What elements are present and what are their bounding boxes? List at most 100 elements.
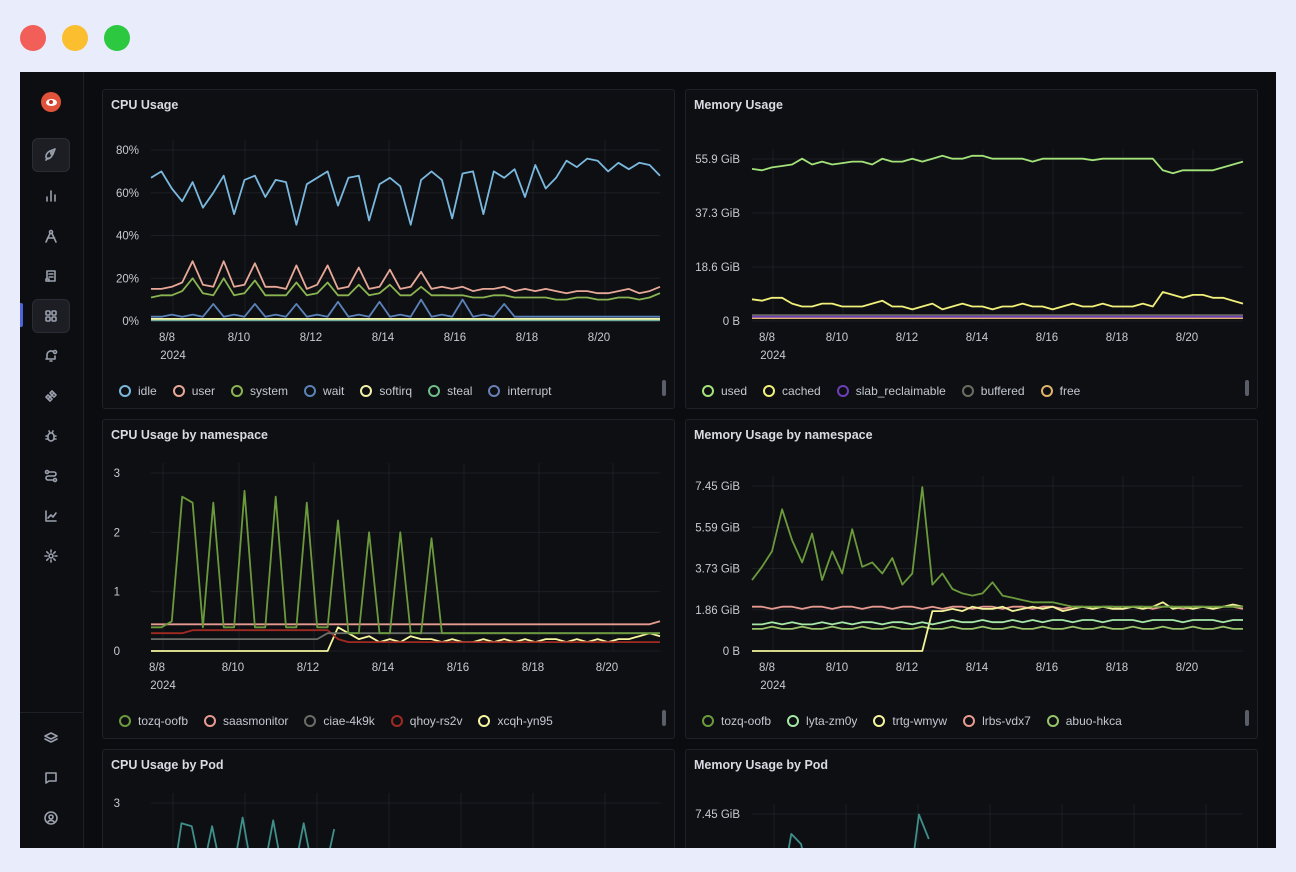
sidebar-item-scroll[interactable] bbox=[32, 259, 70, 293]
legend-item-cached[interactable]: cached bbox=[763, 384, 821, 398]
sidebar-item-bar-chart[interactable] bbox=[32, 179, 70, 213]
legend-label: xcqh-yn95 bbox=[497, 714, 553, 728]
x-tick-label: 8/14 bbox=[966, 332, 989, 344]
sidebar-item-alerts[interactable] bbox=[32, 339, 70, 373]
x-tick-label: 8/8 bbox=[759, 332, 775, 344]
legend-swatch bbox=[787, 715, 800, 727]
x-year-label: 2024 bbox=[150, 680, 176, 692]
x-tick-label: 8/12 bbox=[896, 662, 918, 674]
legend-item-saasmonitor[interactable]: saasmonitor bbox=[204, 714, 288, 728]
line-chart-icon bbox=[45, 510, 57, 522]
legend-item-lrbs-vdx7[interactable]: lrbs-vdx7 bbox=[963, 714, 1031, 728]
x-tick-label: 8/18 bbox=[1106, 332, 1128, 344]
panel-cpu-usage[interactable]: CPU Usage 0% 20% 40% 60% 80% 8/8 8/10 8/12 8/14 8… bbox=[102, 89, 675, 409]
y-tick-label: 20% bbox=[116, 273, 139, 285]
legend-item-xcqh-yn95[interactable]: xcqh-yn95 bbox=[478, 714, 553, 728]
series-line-pod bbox=[176, 816, 336, 848]
series-line-idle bbox=[150, 157, 661, 226]
legend-label: saasmonitor bbox=[223, 714, 289, 728]
x-tick-label: 8/12 bbox=[896, 332, 918, 344]
x-tick-label: 8/16 bbox=[1036, 662, 1058, 674]
legend-item-buffered[interactable]: buffered bbox=[961, 384, 1025, 398]
legend-item-ciae-4k9k[interactable]: ciae-4k9k bbox=[304, 714, 375, 728]
x-tick-label: 8/10 bbox=[826, 662, 848, 674]
sidebar-item-integrations[interactable] bbox=[32, 379, 70, 413]
legend-scrollbar[interactable] bbox=[662, 380, 666, 396]
legend-item-user[interactable]: user bbox=[172, 384, 215, 398]
x-tick-label: 8/18 bbox=[522, 662, 544, 674]
legend-item-abuo-hkca[interactable]: abuo-hkca bbox=[1046, 714, 1122, 728]
series-line-tozq-oofb bbox=[151, 489, 660, 635]
y-tick-label: 1.86 GiB bbox=[695, 605, 740, 617]
sidebar-item-settings[interactable] bbox=[32, 539, 70, 573]
legend-label: system bbox=[250, 384, 289, 398]
legend-item-wait[interactable]: wait bbox=[304, 384, 344, 398]
panel-memory-usage-by-namespace[interactable]: Memory Usage by namespace 0 B 1.86 GiB 3.7… bbox=[685, 419, 1258, 739]
panel-title: Memory Usage by Pod bbox=[694, 758, 829, 772]
legend-swatch bbox=[963, 715, 976, 727]
x-tick-label: 8/12 bbox=[300, 332, 322, 344]
panel-cpu-usage-by-pod[interactable]: CPU Usage by Pod 3 bbox=[102, 749, 675, 848]
y-tick-label: 37.3 GiB bbox=[695, 208, 740, 220]
close-window-button[interactable] bbox=[20, 25, 46, 51]
sidebar-item-metrics[interactable] bbox=[32, 499, 70, 533]
sidebar-item-feedback[interactable] bbox=[32, 761, 70, 795]
legend-scrollbar[interactable] bbox=[662, 710, 666, 726]
sidebar-item-pipelines[interactable] bbox=[32, 459, 70, 493]
legend-item-lyta-zm0y[interactable]: lyta-zm0y bbox=[787, 714, 857, 728]
legend-item-used[interactable]: used bbox=[702, 384, 747, 398]
legend-item-steal[interactable]: steal bbox=[428, 384, 472, 398]
legend-item-tozq-oofb[interactable]: tozq-oofb bbox=[702, 714, 771, 728]
legend-label: used bbox=[721, 384, 748, 398]
panel-title: CPU Usage by namespace bbox=[111, 428, 269, 442]
series-line-tozq-oofb bbox=[751, 486, 1243, 608]
sidebar-item-rocket[interactable] bbox=[32, 138, 70, 172]
sidebar-item-dashboards[interactable] bbox=[32, 299, 70, 333]
app-screen: CPU Usage 0% 20% 40% 60% 80% 8/8 8/10 8/12 8/14 8… bbox=[20, 72, 1276, 848]
panel-cpu-usage-by-namespace[interactable]: CPU Usage by namespace 0 1 2 3 8/8 8/10 8/12 8/… bbox=[102, 419, 675, 739]
y-tick-label: 2 bbox=[114, 527, 120, 539]
scroll-icon bbox=[45, 270, 56, 282]
maximize-window-button[interactable] bbox=[104, 25, 130, 51]
legend-label: cached bbox=[782, 384, 821, 398]
chart-legend: idle user system wait softirq steal interrupt bbox=[119, 384, 551, 398]
y-tick-label: 18.6 GiB bbox=[695, 262, 740, 274]
series-line-saasmonitor bbox=[151, 620, 661, 626]
minimize-window-button[interactable] bbox=[62, 25, 88, 51]
y-tick-label: 0 bbox=[114, 646, 120, 658]
panel-memory-usage-by-pod[interactable]: Memory Usage by Pod 7.45 GiB bbox=[685, 749, 1258, 848]
legend-item-tozq-oofb[interactable]: tozq-oofb bbox=[119, 714, 188, 728]
legend-item-free[interactable]: free bbox=[1040, 384, 1080, 398]
legend-scrollbar[interactable] bbox=[1245, 380, 1249, 396]
panel-memory-usage[interactable]: Memory Usage 0 B 18.6 GiB 37.3 GiB 55.9 GiB… bbox=[685, 89, 1258, 409]
x-tick-label: 8/8 bbox=[759, 662, 775, 674]
legend-item-slab_reclaimable[interactable]: slab_reclaimable bbox=[836, 384, 946, 398]
legend-label: tozq-oofb bbox=[138, 714, 189, 728]
legend-item-idle[interactable]: idle bbox=[119, 384, 157, 398]
legend-scrollbar[interactable] bbox=[1245, 710, 1249, 726]
x-tick-label: 8/16 bbox=[444, 332, 466, 344]
cpu-pod-chart: 3 bbox=[114, 793, 660, 848]
legend-item-interrupt[interactable]: interrupt bbox=[488, 384, 551, 398]
legend-label: tozq-oofb bbox=[721, 714, 772, 728]
chart-legend: tozq-oofb saasmonitor ciae-4k9k qhoy-rs2v xc… bbox=[119, 714, 553, 728]
legend-label: abuo-hkca bbox=[1065, 714, 1122, 728]
sidebar-item-layers[interactable] bbox=[32, 721, 70, 755]
message-icon bbox=[45, 772, 57, 784]
user-circle-icon bbox=[44, 811, 58, 825]
legend-item-trtg-wmyw[interactable]: trtg-wmyw bbox=[873, 714, 947, 728]
legend-swatch bbox=[119, 385, 131, 397]
sidebar-item-compass[interactable] bbox=[32, 219, 70, 253]
sidebar-item-account[interactable] bbox=[32, 801, 70, 835]
legend-item-qhoy-rs2v[interactable]: qhoy-rs2v bbox=[390, 714, 462, 728]
y-tick-label: 3 bbox=[114, 798, 120, 810]
legend-item-softirq[interactable]: softirq bbox=[360, 384, 412, 398]
sidebar-item-exceptions[interactable] bbox=[32, 419, 70, 453]
x-year-label: 2024 bbox=[160, 350, 186, 362]
y-tick-label: 0 B bbox=[723, 646, 741, 658]
cpu-usage-chart: 0% 20% 40% 60% 80% 8/8 8/10 8/12 8/14 8/16 8/18 8/2… bbox=[116, 140, 661, 362]
legend-item-system[interactable]: system bbox=[231, 384, 288, 398]
eye-logo-icon[interactable] bbox=[41, 92, 61, 112]
series-line-user bbox=[151, 260, 661, 295]
memory-usage-chart: 0 B 18.6 GiB 37.3 GiB 55.9 GiB 8/8 8/10 8/12 8/… bbox=[695, 149, 1244, 362]
